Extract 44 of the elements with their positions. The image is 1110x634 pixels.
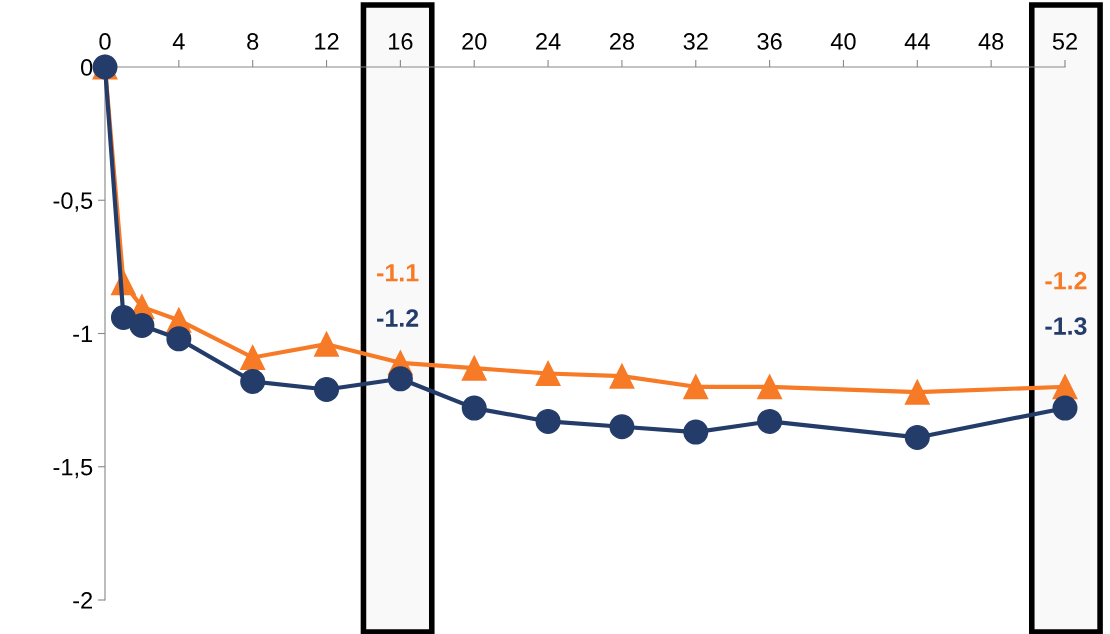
- y-tick-label: -0,5: [53, 192, 93, 212]
- point: [461, 355, 487, 381]
- point: [387, 366, 413, 392]
- annotation: -1.1: [377, 264, 419, 282]
- point: [535, 360, 561, 386]
- x-tick-label: 12: [315, 33, 339, 50]
- point: [683, 419, 709, 445]
- x-tick-label: 48: [978, 33, 1004, 50]
- x-tick-label: 8: [247, 33, 259, 50]
- x-tick-label: 24: [536, 33, 561, 50]
- point: [535, 408, 561, 434]
- x-tick-label: 32: [683, 33, 708, 50]
- point: [904, 424, 930, 450]
- point: [129, 313, 155, 339]
- point: [461, 395, 487, 421]
- point: [1052, 395, 1078, 421]
- point: [314, 331, 340, 357]
- point: [166, 326, 192, 352]
- annotation: -1.2: [377, 309, 419, 327]
- point: [683, 374, 709, 400]
- point: [609, 363, 635, 389]
- point: [110, 305, 136, 331]
- x-tick-label: 44: [904, 33, 930, 50]
- annotation: -1.3: [1045, 317, 1087, 335]
- point: [240, 368, 266, 394]
- x-tick-label: 40: [830, 33, 856, 50]
- x-tick-label: 28: [609, 33, 635, 50]
- point: [240, 344, 266, 370]
- point: [757, 408, 783, 434]
- point: [757, 374, 783, 400]
- point: [904, 379, 930, 405]
- y-tick-label: -1,5: [53, 459, 93, 479]
- annotation: -1.2: [1045, 271, 1087, 290]
- x-tick-label: 20: [462, 33, 487, 50]
- y-tick-label: -1: [73, 325, 93, 343]
- x-tick-label: 16: [389, 33, 413, 50]
- point: [314, 376, 340, 402]
- y-tick-label: 0: [80, 59, 93, 76]
- x-tick-label: 0: [99, 33, 111, 50]
- y-tick-label: -2: [73, 592, 93, 609]
- point: [609, 414, 635, 440]
- x-tick-label: 52: [1052, 33, 1077, 50]
- x-tick-label: 4: [172, 33, 185, 50]
- x-tick-label: 36: [757, 33, 782, 50]
